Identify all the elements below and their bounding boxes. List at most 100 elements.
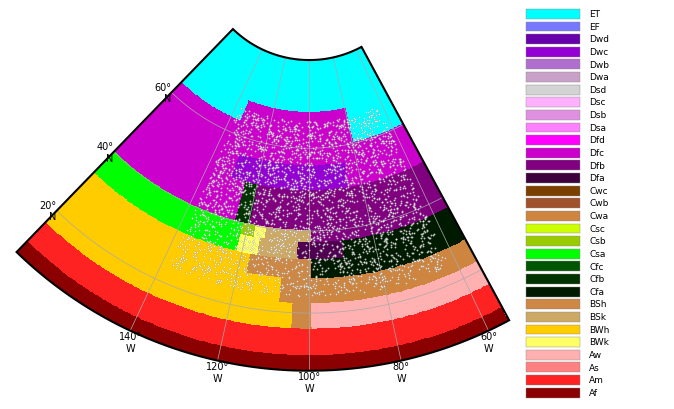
Point <box>213 180 224 186</box>
Point <box>279 236 290 243</box>
Point <box>255 146 266 153</box>
Point <box>376 138 387 145</box>
Point <box>303 124 313 130</box>
Point <box>346 169 357 176</box>
Point <box>406 250 417 256</box>
Point <box>296 145 307 152</box>
Point <box>236 124 247 130</box>
Point <box>302 216 313 223</box>
Point <box>231 171 241 178</box>
Point <box>313 178 324 184</box>
Point <box>372 108 383 115</box>
Point <box>252 261 263 267</box>
Point <box>432 261 443 268</box>
Point <box>202 243 213 250</box>
Point <box>336 250 346 257</box>
Point <box>341 140 352 147</box>
Point <box>395 229 406 235</box>
Point <box>417 223 428 230</box>
Point <box>342 150 353 156</box>
Point <box>319 124 330 130</box>
Point <box>202 266 212 273</box>
Point <box>384 229 395 236</box>
Point <box>213 246 224 253</box>
Point <box>324 177 335 183</box>
Point <box>321 231 332 238</box>
Point <box>220 222 231 228</box>
Point <box>349 148 360 154</box>
Point <box>218 247 228 253</box>
Point <box>253 272 264 279</box>
Point <box>415 244 425 250</box>
Point <box>239 143 250 149</box>
Point <box>276 162 287 169</box>
Point <box>397 267 408 273</box>
Point <box>253 146 264 153</box>
Point <box>307 155 318 162</box>
Point <box>398 234 408 240</box>
Point <box>254 162 265 169</box>
Point <box>365 137 375 144</box>
Point <box>229 211 240 218</box>
Point <box>266 130 276 136</box>
Point <box>306 172 317 179</box>
Point <box>256 247 267 254</box>
Point <box>364 238 375 244</box>
Point <box>365 170 375 177</box>
Point <box>386 252 396 259</box>
Point <box>216 277 226 284</box>
Point <box>379 161 390 167</box>
Point <box>271 254 282 261</box>
Point <box>284 240 295 247</box>
Point <box>368 258 379 265</box>
Point <box>326 161 337 168</box>
Point <box>361 145 372 151</box>
Point <box>290 230 301 237</box>
Point <box>334 124 345 130</box>
Point <box>346 168 357 174</box>
Point <box>338 216 348 223</box>
Point <box>238 131 249 138</box>
Point <box>285 167 296 173</box>
Point <box>357 241 368 247</box>
Point <box>402 219 413 225</box>
Point <box>286 185 297 191</box>
Point <box>357 189 367 196</box>
Point <box>332 163 342 169</box>
Point <box>326 163 336 169</box>
Point <box>241 279 251 285</box>
Point <box>293 293 304 299</box>
Point <box>398 263 409 270</box>
Point <box>302 160 313 166</box>
Point <box>348 277 359 283</box>
Point <box>266 288 277 294</box>
Point <box>313 193 324 200</box>
Point <box>216 148 226 155</box>
Point <box>342 180 353 186</box>
Point <box>262 286 272 292</box>
Point <box>237 284 247 291</box>
Point <box>384 130 394 137</box>
Point <box>421 214 432 220</box>
Point <box>406 181 417 187</box>
Point <box>272 134 282 140</box>
Point <box>299 183 309 190</box>
Point <box>367 132 378 138</box>
Point <box>181 227 192 234</box>
Point <box>348 142 359 148</box>
Point <box>332 258 343 264</box>
Point <box>348 249 359 255</box>
Point <box>274 216 285 223</box>
Point <box>304 163 315 169</box>
Point <box>330 219 341 226</box>
Point <box>259 163 270 169</box>
Point <box>417 231 427 237</box>
Point <box>361 131 372 137</box>
Point <box>193 201 204 207</box>
Point <box>377 163 388 170</box>
Point <box>237 258 248 264</box>
Point <box>377 161 388 168</box>
Point <box>173 243 183 249</box>
Point <box>361 157 371 164</box>
Point <box>310 135 321 142</box>
